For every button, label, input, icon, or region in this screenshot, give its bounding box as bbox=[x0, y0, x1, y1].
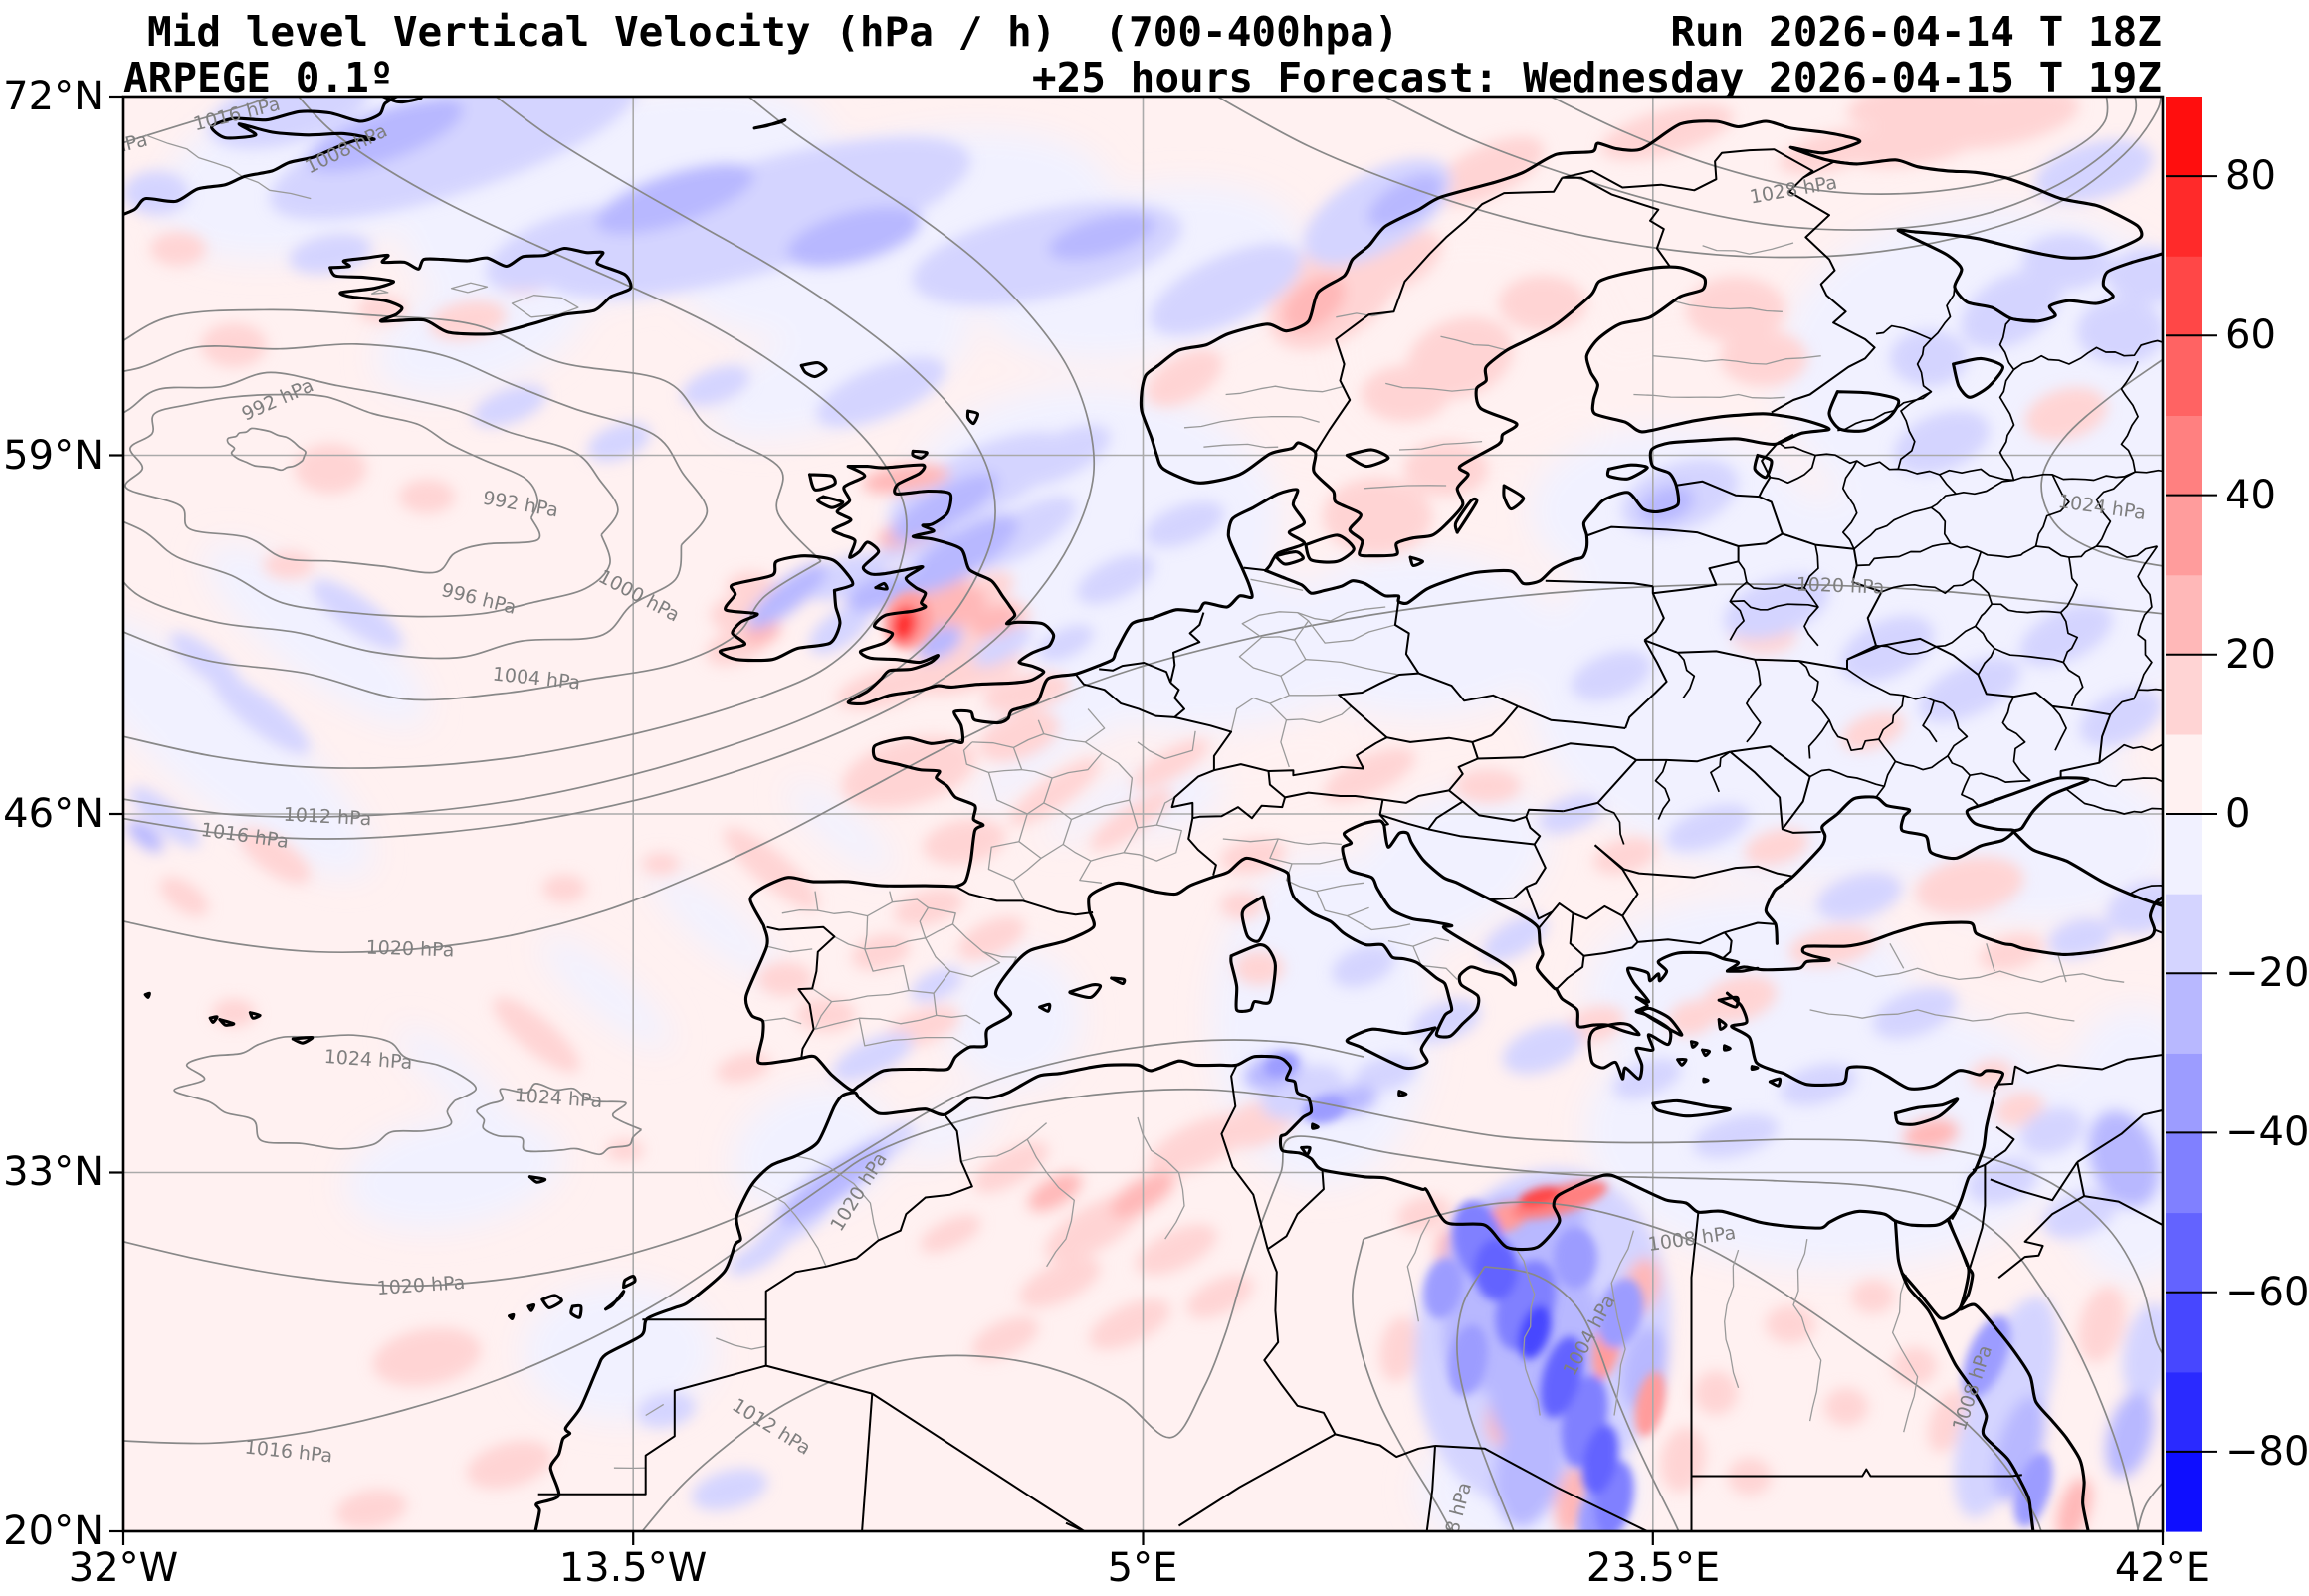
isobar-label: 1020 hPa bbox=[365, 936, 454, 961]
colorbar-tick-label: 80 bbox=[2225, 153, 2276, 199]
colorbar-tick-label: −20 bbox=[2225, 950, 2309, 996]
colorbar-tick-label: 60 bbox=[2225, 312, 2276, 358]
x-tick-label: 23.5°E bbox=[1586, 1545, 1720, 1591]
y-tick-label: 72°N bbox=[3, 74, 104, 119]
colorbar-tick-label: 40 bbox=[2225, 473, 2276, 518]
x-tick-label: 13.5°W bbox=[559, 1545, 708, 1591]
colorbar-tick-label: −60 bbox=[2225, 1270, 2309, 1315]
forecast-label: Forecast: Wednesday 2026-04-15 T 19Z bbox=[1277, 54, 2162, 101]
colorbar-tick-label: 0 bbox=[2225, 791, 2250, 837]
page-title: Mid level Vertical Velocity (hPa / h) (70… bbox=[147, 8, 1399, 56]
isobar-label: 1020 hPa bbox=[1795, 573, 1884, 598]
colorbar: 80 60 40 20 0 −20 −40 −60 −80 bbox=[2166, 97, 2309, 1532]
region-borders bbox=[1596, 287, 2163, 904]
country-borders bbox=[537, 148, 2163, 1531]
graticule bbox=[123, 97, 2163, 1531]
x-tick-label: 5°E bbox=[1108, 1545, 1178, 1591]
y-tick-label: 20°N bbox=[3, 1508, 104, 1554]
axis-ticks bbox=[109, 95, 2165, 1545]
colorbar-tick-label: −40 bbox=[2225, 1109, 2309, 1155]
model-label: ARPEGE 0.1º bbox=[123, 54, 394, 101]
isobar-label: 1012 hPa bbox=[283, 804, 372, 831]
coastlines bbox=[123, 97, 2163, 1531]
admin-borders bbox=[144, 134, 2125, 1470]
y-tick-label: 46°N bbox=[3, 791, 104, 837]
map-panel: 1016 hPa 1016 hPa 1008 hPa 992 hPa 992 h… bbox=[123, 97, 2163, 1531]
colorbar-tick-label: 20 bbox=[2225, 632, 2276, 678]
y-tick-label: 33°N bbox=[3, 1149, 104, 1195]
run-label: Run 2026-04-14 T 18Z bbox=[1670, 8, 2162, 56]
colorbar-tick-label: −80 bbox=[2225, 1429, 2309, 1475]
axis-labels: 32°W 13.5°W 5°E 23.5°E 42°E 72°N 59°N 46… bbox=[3, 74, 2210, 1591]
lead-time-label: +25 hours bbox=[1032, 54, 1253, 101]
header: Mid level Vertical Velocity (hPa / h) (70… bbox=[123, 8, 2162, 101]
x-tick-label: 42°E bbox=[2115, 1545, 2210, 1591]
x-tick-label: 32°W bbox=[69, 1545, 178, 1591]
y-tick-label: 59°N bbox=[3, 433, 104, 479]
isobar-contours bbox=[123, 97, 2163, 1531]
